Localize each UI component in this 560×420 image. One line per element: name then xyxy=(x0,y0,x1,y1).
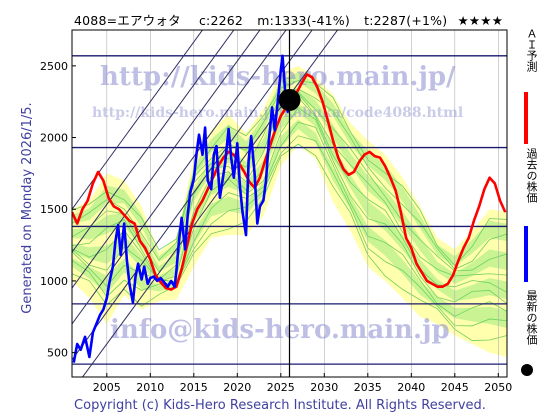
legend: ＡＩ予測 過去の株価 最新の株価 xyxy=(512,28,552,388)
vertical-gridlines xyxy=(106,30,499,377)
copyright-footer: Copyright (c) Kids-Hero Research Institu… xyxy=(74,398,486,413)
past-price-line xyxy=(72,54,291,363)
y-axis: 500 1000 1500 2000 2500 xyxy=(40,60,76,360)
band-fill xyxy=(72,65,507,357)
channel-line xyxy=(72,30,287,325)
x-tick-label: 2045 xyxy=(441,381,469,394)
legend-label-latest: 最新の株価 xyxy=(525,290,538,345)
rating-stars: ★★★★ xyxy=(457,13,504,28)
y-tick-label: 1000 xyxy=(40,275,68,288)
watermark-email: info@kids-hero.main.jp xyxy=(110,315,450,345)
y-tick-label: 1500 xyxy=(40,203,68,216)
x-tick-label: 2005 xyxy=(93,381,121,394)
chart-header: 4088=エアウォタ c:2262 m:1333(-41%) t:2287(+1… xyxy=(74,10,514,28)
x-tick-label: 2025 xyxy=(267,381,295,394)
x-tick-label: 2030 xyxy=(310,381,338,394)
y-tick-label: 2000 xyxy=(40,132,68,145)
x-axis: 2005 2010 2015 2020 2025 2030 2035 2040 2045 2050 xyxy=(93,373,512,394)
middle-price: m:1333(-41%) xyxy=(257,13,350,28)
x-tick-label: 2010 xyxy=(136,381,164,394)
legend-swatch-prediction xyxy=(524,92,528,144)
x-tick-label: 2050 xyxy=(484,381,512,394)
stock-code: 4088=エアウォタ xyxy=(74,13,181,28)
channel-line xyxy=(72,30,261,289)
legend-item-past: 過去の株価 xyxy=(512,148,552,288)
legend-label-past: 過去の株価 xyxy=(525,148,538,203)
x-tick-label: 2015 xyxy=(180,381,208,394)
y-tick-label: 2500 xyxy=(40,60,68,73)
x-tick-label: 2040 xyxy=(397,381,425,394)
legend-dot-latest xyxy=(521,364,533,376)
current-price: c:2262 xyxy=(198,13,244,28)
plot-frame xyxy=(71,29,508,378)
x-tick-label: 2035 xyxy=(354,381,382,394)
channel-line xyxy=(72,30,235,253)
generated-date-label: Generated on Monday 2026/1/5. xyxy=(20,102,35,314)
legend-item-prediction: ＡＩ予測 xyxy=(512,28,552,144)
y-tick-label: 500 xyxy=(47,347,68,360)
latest-price-marker xyxy=(278,88,301,111)
channel-line xyxy=(81,30,339,377)
channel-line xyxy=(72,30,204,210)
target-price: t:2287(+1%) xyxy=(364,13,448,28)
x-tick-label: 2020 xyxy=(223,381,251,394)
legend-swatch-past xyxy=(524,226,528,282)
legend-label-prediction: ＡＩ予測 xyxy=(525,28,538,72)
legend-item-latest: 最新の株価 xyxy=(512,290,552,386)
